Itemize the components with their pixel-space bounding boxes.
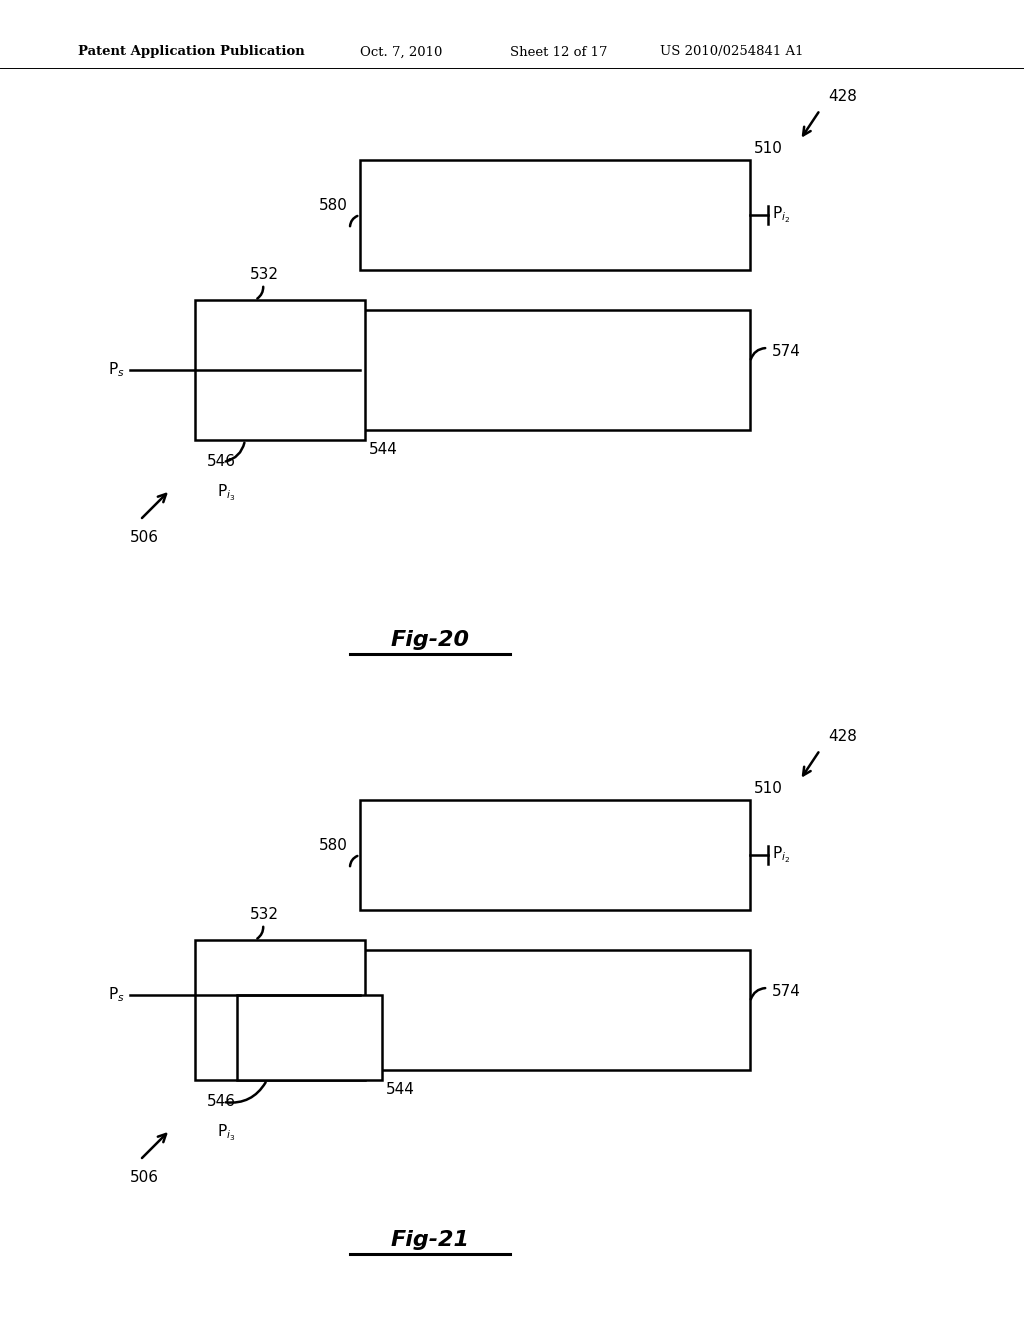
Text: Fig-20: Fig-20 <box>390 630 469 649</box>
Text: P$_{i_3}$: P$_{i_3}$ <box>217 1122 236 1143</box>
Text: 574: 574 <box>772 985 801 999</box>
Bar <box>360 800 750 909</box>
Text: P$_{i_2}$: P$_{i_2}$ <box>772 205 791 226</box>
Text: 510: 510 <box>754 141 783 156</box>
Text: 580: 580 <box>319 198 348 213</box>
Text: 580: 580 <box>319 837 348 853</box>
Text: 428: 428 <box>828 88 857 104</box>
Text: 546: 546 <box>207 454 236 469</box>
Bar <box>360 160 750 271</box>
Text: P$_s$: P$_s$ <box>109 360 125 379</box>
Text: 510: 510 <box>754 781 783 796</box>
Text: P$_{i_2}$: P$_{i_2}$ <box>772 845 791 866</box>
Text: 506: 506 <box>130 531 159 545</box>
Text: P$_{i_3}$: P$_{i_3}$ <box>217 482 236 503</box>
Text: US 2010/0254841 A1: US 2010/0254841 A1 <box>660 45 804 58</box>
Text: Oct. 7, 2010: Oct. 7, 2010 <box>360 45 442 58</box>
Bar <box>360 310 750 430</box>
Bar <box>195 940 365 1080</box>
Bar <box>237 995 382 1080</box>
Bar <box>195 300 365 440</box>
Text: 532: 532 <box>250 907 279 921</box>
Text: P$_s$: P$_s$ <box>109 986 125 1005</box>
Text: 532: 532 <box>250 267 279 282</box>
Text: Patent Application Publication: Patent Application Publication <box>78 45 305 58</box>
Bar <box>360 950 750 1071</box>
Text: 428: 428 <box>828 729 857 744</box>
Text: 546: 546 <box>207 1094 236 1109</box>
Text: Sheet 12 of 17: Sheet 12 of 17 <box>510 45 607 58</box>
Text: 574: 574 <box>772 345 801 359</box>
Text: 544: 544 <box>369 442 398 457</box>
Text: 506: 506 <box>130 1170 159 1185</box>
Text: Fig-21: Fig-21 <box>390 1230 469 1250</box>
Text: 544: 544 <box>386 1082 415 1097</box>
